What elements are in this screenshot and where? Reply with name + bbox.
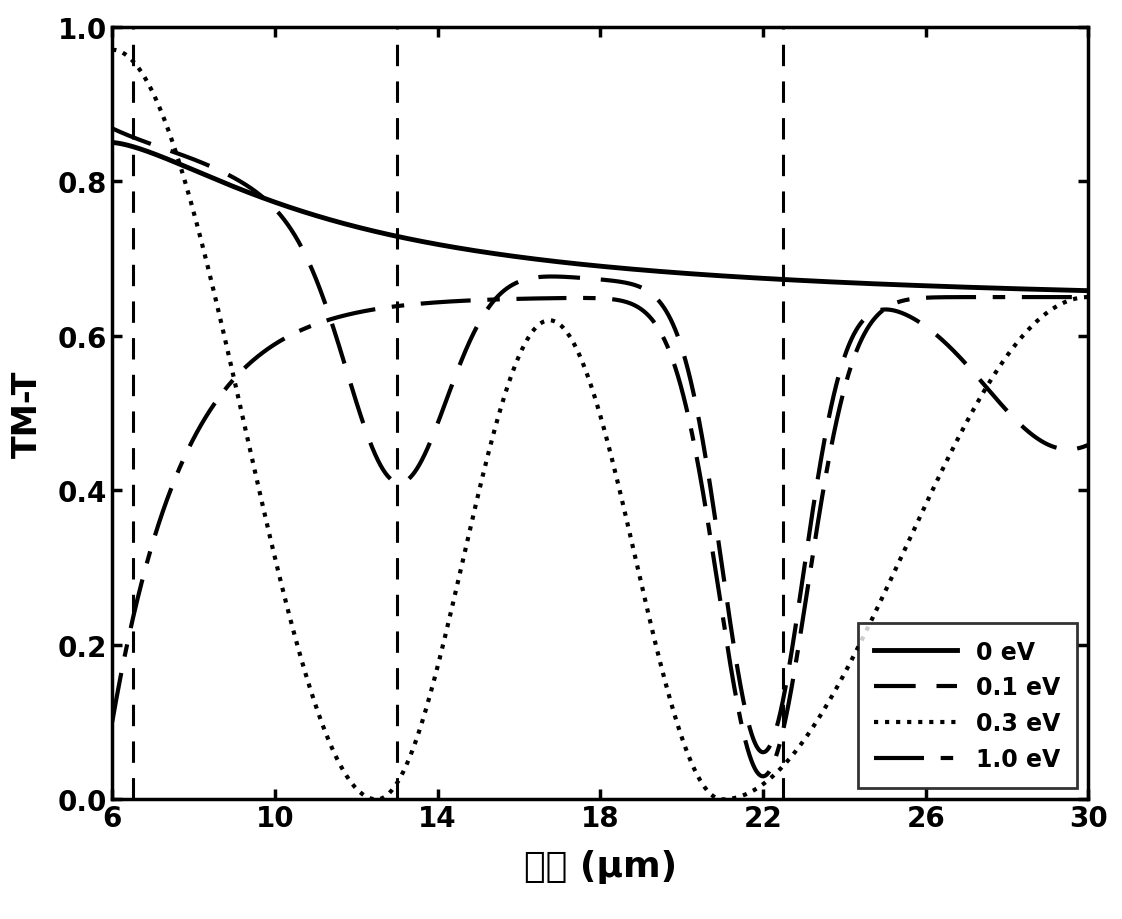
0.3 eV [523,332,536,343]
0 eV [522,254,535,265]
1.0 eV [1063,292,1076,303]
0.3 eV [275,579,288,590]
Line: 0.1 eV: 0.1 eV [112,130,1088,753]
0.1 eV [105,124,119,135]
1.0 eV [756,771,770,782]
1.0 eV [105,717,119,728]
0 eV [480,247,494,258]
Legend: 0 eV, 0.1 eV, 0.3 eV, 1.0 eV: 0 eV, 0.1 eV, 0.3 eV, 1.0 eV [857,623,1076,788]
0.1 eV [522,274,535,285]
0.1 eV [756,747,770,758]
Line: 1.0 eV: 1.0 eV [112,298,1088,777]
1.0 eV [480,295,494,306]
0.1 eV [480,306,494,317]
0.1 eV [1082,440,1095,451]
1.0 eV [1082,292,1095,303]
0.3 eV [370,794,384,805]
Line: 0 eV: 0 eV [112,143,1088,291]
0.1 eV [957,357,971,369]
Line: 0.3 eV: 0.3 eV [112,51,1088,800]
0 eV [105,138,119,149]
0.3 eV [1082,292,1095,303]
Y-axis label: TM-T: TM-T [11,370,44,457]
1.0 eV [957,292,971,303]
0.1 eV [275,211,288,222]
0 eV [1082,286,1095,297]
0.3 eV [957,422,971,433]
0 eV [275,199,288,210]
0.3 eV [480,454,494,465]
0.3 eV [105,45,119,56]
0 eV [1063,286,1076,297]
0.3 eV [1063,296,1076,307]
1.0 eV [217,387,230,398]
0.1 eV [217,167,230,178]
0.1 eV [1063,445,1076,456]
0 eV [217,177,230,188]
1.0 eV [275,335,288,346]
0.3 eV [217,328,230,339]
0 eV [957,282,971,293]
1.0 eV [522,294,535,305]
X-axis label: 波长 (μm): 波长 (μm) [524,849,677,883]
